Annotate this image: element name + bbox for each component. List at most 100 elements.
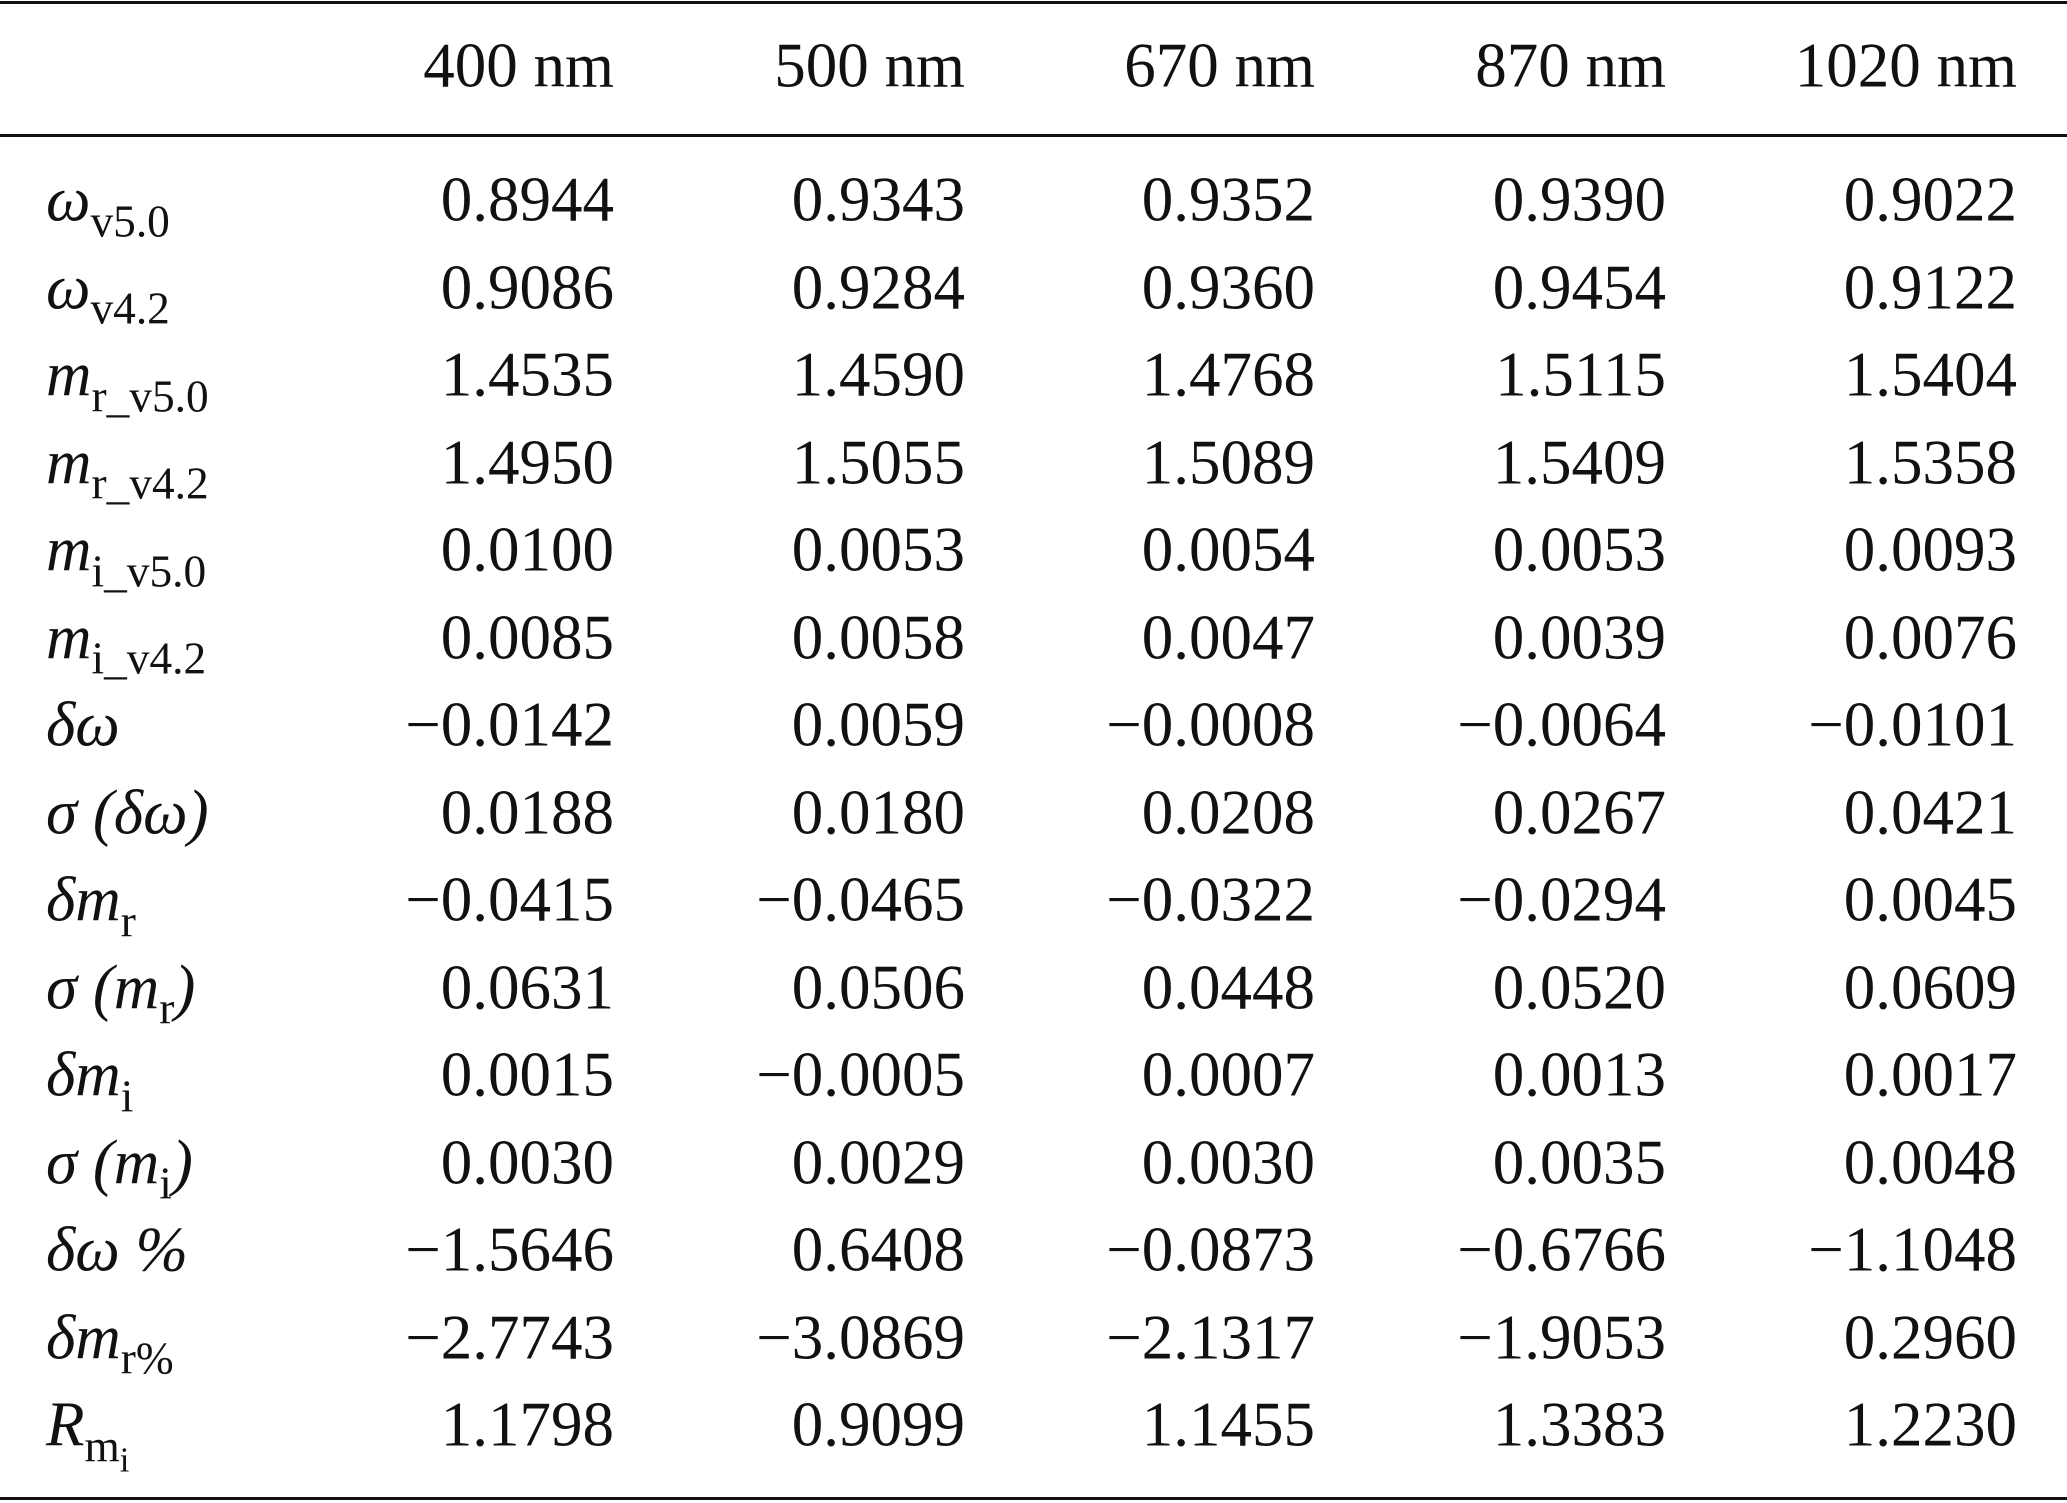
label-part: i_v4.2 [91,633,207,684]
table-cell: 0.0058 [791,602,965,672]
top-rule [0,1,2067,4]
table-cell: 0.0045 [1843,864,2017,935]
table-cell: 0.0506 [791,952,965,1022]
table-cell: −0.0294 [1457,864,1666,935]
table-cell: 1.5055 [791,427,965,497]
table-cell: 0.0013 [1492,1039,1666,1110]
table-cell: −1.1048 [1808,1214,2017,1285]
table-cell: 0.0093 [1843,514,2017,585]
label-part: ) [171,1127,193,1197]
table-cell: 0.2960 [1843,1302,2017,1372]
label-part: r [120,896,136,947]
table-cell: 0.9360 [1141,252,1315,322]
label-part: m [46,339,92,410]
table-cell: 0.0267 [1492,777,1666,847]
row-label: δω [46,693,120,757]
label-part: i [159,1158,172,1209]
table-cell: −0.0322 [1106,864,1315,935]
table-cell: 0.0048 [1843,1127,2017,1197]
row-label: σ (mi) [46,1131,193,1207]
row-label: δω % [46,1218,188,1282]
table-cell: 0.9086 [440,252,614,322]
table-cell: 0.0053 [791,514,965,585]
row-label: mr_v5.0 [46,343,209,419]
table-cell: 0.0030 [440,1127,614,1197]
table-cell: 1.1455 [1141,1389,1315,1460]
table-cell: 0.0015 [440,1039,614,1110]
label-part: v4.2 [90,283,170,334]
row-label: δmi [46,1043,133,1119]
header-rule [0,134,2067,137]
column-header: 400 nm [423,30,614,101]
table-cell: 1.5404 [1843,339,2017,410]
label-part: R [46,1389,85,1460]
row-label: mi_v4.2 [46,606,206,682]
table-cell: −2.1317 [1106,1302,1315,1372]
table-cell: 0.0180 [791,777,965,847]
table-cell: 0.0035 [1492,1127,1666,1197]
table-cell: 1.2230 [1843,1389,2017,1460]
row-label: mr_v4.2 [46,431,209,507]
label-part: v5.0 [90,196,170,247]
table-cell: 0.0030 [1141,1127,1315,1197]
row-label: ωv5.0 [46,168,170,244]
table-cell: −2.7743 [405,1302,614,1372]
label-part: r [159,983,175,1034]
row-label: mi_v5.0 [46,518,206,594]
table-cell: 1.3383 [1492,1389,1666,1460]
label-part: δm [46,864,121,935]
label-part: r_v4.2 [91,458,209,509]
column-header: 500 nm [774,30,965,101]
table-cell: 1.4590 [791,339,965,410]
table-cell: 0.9022 [1843,164,2017,235]
label-part: ω [46,164,91,235]
table-cell: 0.0188 [440,777,614,847]
row-label: σ (mr) [46,956,195,1032]
label-part: δm [46,1302,121,1372]
table-cell: 0.9390 [1492,164,1666,235]
table-cell: 0.0017 [1843,1039,2017,1110]
table-cell: 0.0053 [1492,514,1666,585]
row-label: Rmi [46,1393,129,1478]
label-part: i_v5.0 [91,546,207,597]
table-cell: −0.0465 [756,864,965,935]
table-cell: −1.9053 [1457,1302,1666,1372]
table-cell: 0.0029 [791,1127,965,1197]
table-cell: −0.0101 [1808,689,2017,760]
table-cell: 1.4950 [440,427,614,497]
table-cell: 1.5089 [1141,427,1315,497]
table-cell: −0.0005 [756,1039,965,1110]
table-cell: 0.9099 [791,1389,965,1460]
table-cell: 0.0100 [440,514,614,585]
table-cell: 0.0059 [791,689,965,760]
label-part: m [84,1421,120,1472]
label-part: m [46,602,92,672]
table-cell: 0.0421 [1843,777,2017,847]
label-part: σ (δω) [46,777,209,847]
table-cell: 1.1798 [440,1389,614,1460]
column-header: 870 nm [1475,30,1666,101]
bottom-rule [0,1497,2067,1500]
table-cell: 0.0007 [1141,1039,1315,1110]
table-cell: 0.8944 [440,164,614,235]
table-cell: 1.4535 [440,339,614,410]
label-part: σ (m [46,1127,160,1197]
label-part: ω [46,252,91,322]
table-cell: 1.5358 [1843,427,2017,497]
label-part: δm [46,1039,121,1110]
column-header: 1020 nm [1794,30,2017,101]
label-part: m [46,514,92,585]
row-label: σ (δω) [46,781,209,844]
table-cell: 0.0085 [440,602,614,672]
label-part: i [119,1441,130,1480]
table-cell: 0.9122 [1843,252,2017,322]
label-part: ) [174,952,196,1022]
column-header: 670 nm [1124,30,1315,101]
label-part: σ (m [46,952,160,1022]
table-cell: 0.9284 [791,252,965,322]
table-cell: 0.0609 [1843,952,2017,1022]
table-cell: 0.0448 [1141,952,1315,1022]
table-cell: 0.0520 [1492,952,1666,1022]
table-cell: −0.0142 [405,689,614,760]
